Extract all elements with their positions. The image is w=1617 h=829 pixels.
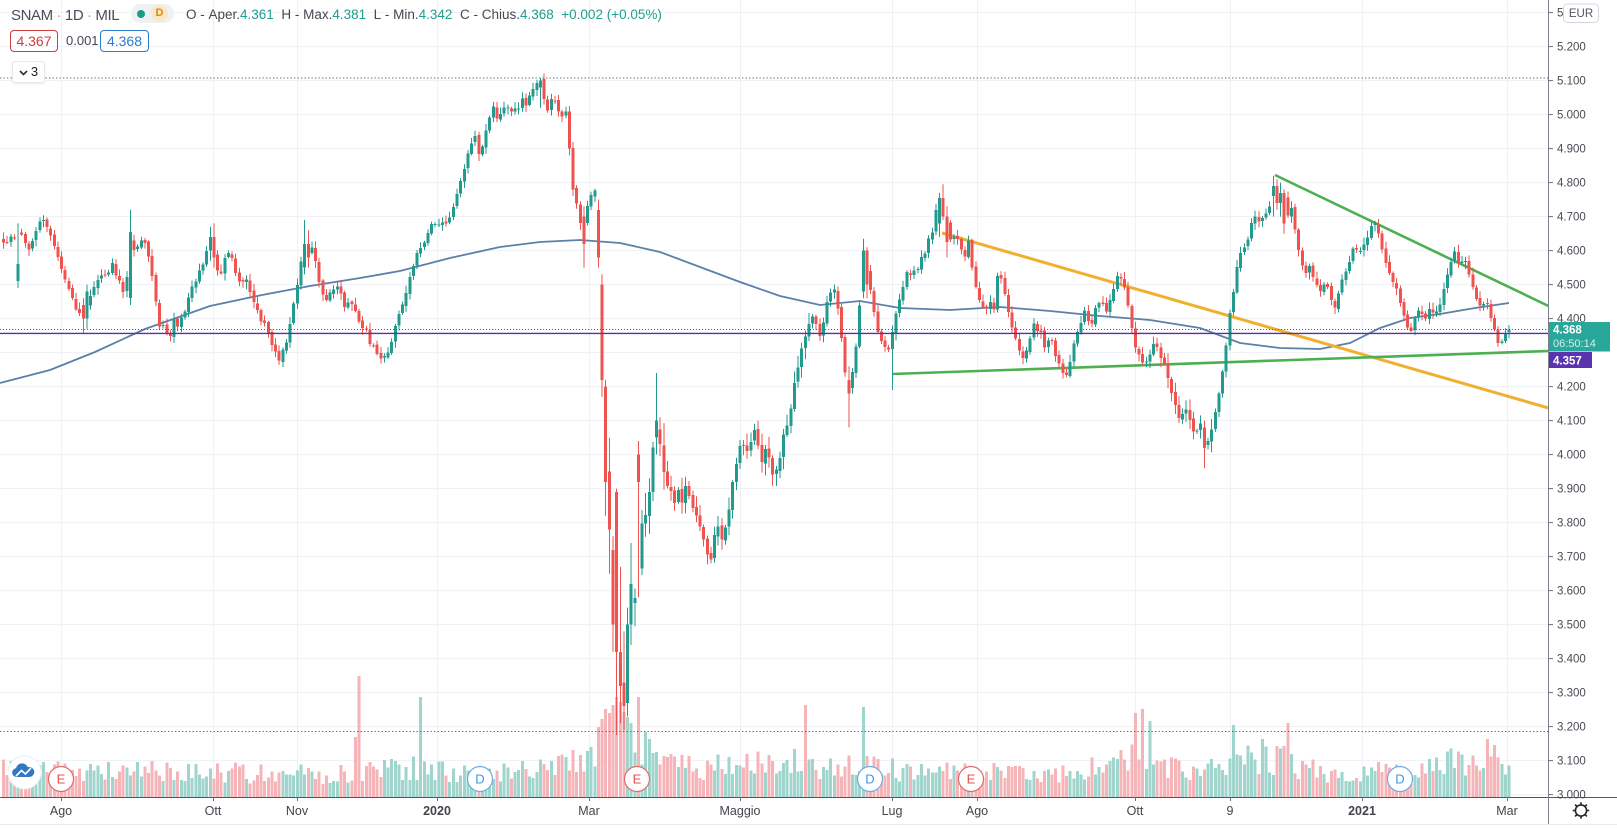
svg-text:Lug: Lug <box>882 804 903 818</box>
svg-text:Mar: Mar <box>578 804 600 818</box>
svg-text:4.900: 4.900 <box>1557 144 1586 156</box>
svg-text:4.500: 4.500 <box>1557 280 1586 292</box>
svg-text:4.700: 4.700 <box>1557 212 1586 224</box>
svg-text:5.100: 5.100 <box>1557 76 1586 88</box>
svg-text:E: E <box>57 772 66 787</box>
svg-text:5.000: 5.000 <box>1557 110 1586 122</box>
svg-text:2021: 2021 <box>1348 804 1376 818</box>
svg-text:06:50:14: 06:50:14 <box>1553 338 1596 350</box>
svg-text:4.200: 4.200 <box>1557 382 1586 394</box>
svg-text:4.000: 4.000 <box>1557 450 1586 462</box>
svg-text:D: D <box>475 772 484 787</box>
svg-text:3.600: 3.600 <box>1557 586 1586 598</box>
svg-text:3.200: 3.200 <box>1557 722 1586 734</box>
svg-text:4.100: 4.100 <box>1557 416 1586 428</box>
svg-text:Nov: Nov <box>286 804 309 818</box>
svg-text:4.357: 4.357 <box>1553 356 1582 368</box>
svg-text:3.500: 3.500 <box>1557 620 1586 632</box>
svg-text:Ago: Ago <box>50 804 72 818</box>
svg-text:D: D <box>1395 772 1404 787</box>
svg-text:E: E <box>967 772 976 787</box>
svg-text:E: E <box>633 772 642 787</box>
svg-text:4.600: 4.600 <box>1557 246 1586 258</box>
svg-text:4.368: 4.368 <box>1553 325 1582 337</box>
svg-text:3.400: 3.400 <box>1557 654 1586 666</box>
svg-text:EUR: EUR <box>1569 8 1593 20</box>
svg-text:Ago: Ago <box>966 804 988 818</box>
svg-text:4.800: 4.800 <box>1557 178 1586 190</box>
svg-text:3.300: 3.300 <box>1557 688 1586 700</box>
svg-text:Maggio: Maggio <box>720 804 761 818</box>
svg-text:Mar: Mar <box>1496 804 1518 818</box>
svg-text:9: 9 <box>1227 804 1234 818</box>
svg-text:Ott: Ott <box>205 804 222 818</box>
svg-text:3.700: 3.700 <box>1557 552 1586 564</box>
svg-text:Ott: Ott <box>1127 804 1144 818</box>
svg-text:D: D <box>865 772 874 787</box>
svg-text:3.800: 3.800 <box>1557 518 1586 530</box>
svg-text:3.100: 3.100 <box>1557 756 1586 768</box>
svg-text:5.200: 5.200 <box>1557 42 1586 54</box>
svg-text:2020: 2020 <box>423 804 451 818</box>
svg-text:3.000: 3.000 <box>1557 790 1586 802</box>
svg-text:3.900: 3.900 <box>1557 484 1586 496</box>
